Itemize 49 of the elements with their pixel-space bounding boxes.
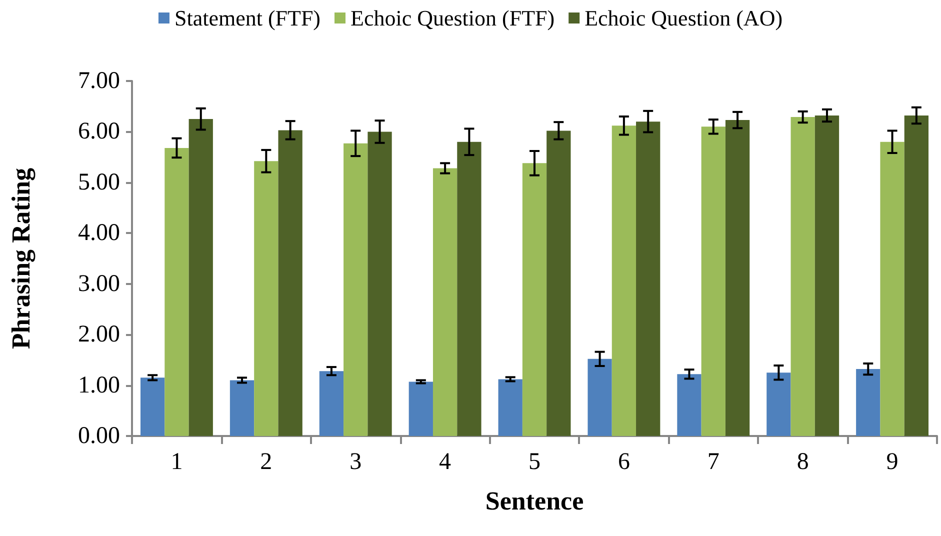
bar bbox=[457, 142, 482, 436]
bar bbox=[814, 115, 840, 436]
bar bbox=[278, 130, 302, 436]
legend-label: Statement (FTF) bbox=[174, 6, 321, 30]
x-axis-title: Sentence bbox=[485, 486, 584, 516]
y-tick-label: 1.00 bbox=[78, 372, 120, 398]
bar bbox=[368, 132, 392, 436]
x-tick-label: 5 bbox=[528, 449, 540, 475]
y-tick-label: 0.00 bbox=[78, 423, 120, 449]
bar bbox=[588, 358, 612, 436]
x-tick-label: 6 bbox=[618, 449, 630, 475]
bar bbox=[254, 161, 278, 436]
bar bbox=[140, 378, 165, 436]
y-tick-label: 7.00 bbox=[78, 68, 120, 94]
x-tick-label: 3 bbox=[350, 449, 362, 475]
bar bbox=[725, 120, 750, 436]
y-tick-label: 3.00 bbox=[78, 270, 120, 297]
bar bbox=[636, 122, 660, 436]
bar bbox=[677, 374, 702, 436]
x-tick-label: 9 bbox=[886, 449, 898, 475]
bar bbox=[319, 371, 344, 436]
bar bbox=[904, 115, 929, 436]
x-tick-label: 1 bbox=[170, 449, 183, 475]
x-tick-label: 4 bbox=[439, 449, 452, 475]
y-tick-label: 6.00 bbox=[78, 118, 120, 145]
x-tick-label: 7 bbox=[707, 449, 720, 475]
y-axis-title: Phrasing Rating bbox=[6, 168, 36, 350]
bar bbox=[766, 372, 791, 436]
bar bbox=[498, 379, 522, 436]
x-tick-label: 2 bbox=[260, 449, 272, 475]
bar bbox=[790, 117, 815, 436]
y-tick-label: 4.00 bbox=[78, 220, 120, 246]
bar bbox=[164, 148, 189, 436]
x-tick-label: 8 bbox=[796, 449, 809, 475]
legend-label: Echoic Question (FTF) bbox=[350, 6, 555, 30]
bar bbox=[612, 126, 636, 436]
legend-label: Echoic Question (AO) bbox=[584, 6, 783, 30]
bar bbox=[230, 380, 254, 436]
bar bbox=[546, 130, 571, 436]
bar bbox=[522, 163, 547, 436]
bar bbox=[856, 369, 880, 436]
bar bbox=[880, 142, 904, 436]
y-tick-label: 2.00 bbox=[78, 322, 120, 348]
bar bbox=[188, 119, 213, 436]
y-tick-label: 5.00 bbox=[78, 169, 120, 196]
bar bbox=[344, 143, 368, 436]
bar bbox=[432, 168, 458, 436]
bar bbox=[701, 126, 726, 436]
bar bbox=[408, 382, 433, 436]
